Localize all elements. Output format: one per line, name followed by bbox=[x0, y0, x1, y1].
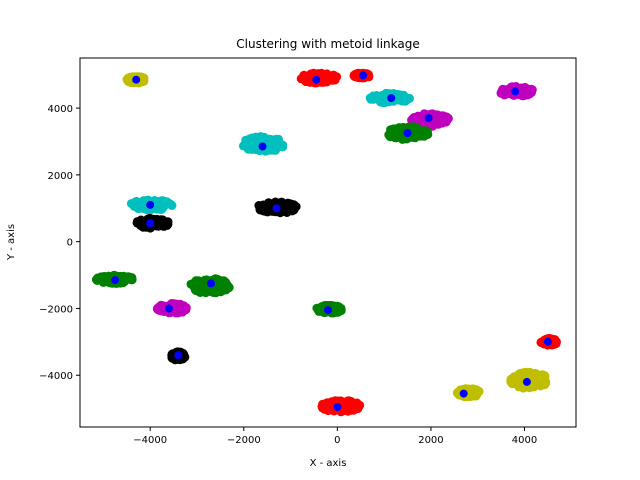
medoid-point bbox=[511, 87, 520, 96]
cluster-point bbox=[173, 308, 183, 318]
cluster-point bbox=[344, 399, 354, 409]
x-ticks: −4000 −2000 0 2000 4000 bbox=[133, 427, 537, 446]
y-ticks: −4000 −2000 0 2000 4000 bbox=[39, 104, 80, 382]
cluster-point bbox=[258, 135, 268, 145]
medoid-point bbox=[312, 75, 321, 84]
medoid-point bbox=[132, 75, 141, 84]
cluster-point bbox=[540, 371, 549, 381]
y-tick-label: −4000 bbox=[39, 371, 73, 382]
cluster-8 bbox=[126, 195, 177, 215]
medoid-point bbox=[459, 389, 468, 398]
y-tick-label: 0 bbox=[67, 238, 73, 249]
y-tick-label: −2000 bbox=[39, 304, 73, 315]
cluster-point bbox=[414, 131, 424, 141]
medoid-point bbox=[174, 351, 183, 360]
cluster-1 bbox=[296, 68, 342, 88]
cluster-point bbox=[334, 302, 344, 312]
cluster-point bbox=[354, 400, 364, 410]
medoid-point bbox=[164, 304, 173, 313]
cluster-10 bbox=[254, 197, 301, 218]
cluster-17 bbox=[452, 384, 484, 402]
cluster-point bbox=[539, 378, 548, 388]
medoid-point bbox=[387, 94, 396, 103]
medoid-point bbox=[324, 306, 332, 315]
cluster-point bbox=[138, 73, 148, 83]
x-tick-label: −2000 bbox=[227, 435, 261, 446]
cluster-point bbox=[129, 198, 139, 208]
cluster-point bbox=[136, 221, 146, 231]
medoid-point bbox=[146, 219, 155, 228]
cluster-point bbox=[138, 197, 148, 207]
cluster-point bbox=[123, 76, 133, 86]
cluster-point bbox=[324, 402, 334, 412]
cluster-point bbox=[518, 383, 528, 393]
x-tick-label: 0 bbox=[334, 435, 340, 446]
cluster-point bbox=[331, 72, 341, 82]
cluster-point bbox=[384, 130, 394, 140]
cluster-point bbox=[512, 378, 522, 388]
cluster-point bbox=[219, 276, 229, 286]
cluster-point bbox=[247, 139, 257, 149]
x-tick-label: 2000 bbox=[418, 435, 443, 446]
cluster-point bbox=[179, 301, 189, 311]
cluster-point bbox=[530, 376, 540, 386]
plot-frame bbox=[79, 57, 577, 428]
cluster-point bbox=[467, 387, 477, 397]
medoid-point bbox=[207, 279, 215, 288]
medoids-layer bbox=[111, 71, 552, 411]
medoid-point bbox=[543, 337, 552, 346]
medoid-point bbox=[146, 200, 155, 209]
cluster-point bbox=[394, 93, 404, 103]
medoid-point bbox=[272, 204, 281, 213]
medoid-point bbox=[258, 142, 267, 151]
cluster-point bbox=[392, 124, 402, 134]
cluster-point bbox=[157, 196, 167, 206]
y-axis-label: Y - axis bbox=[6, 224, 17, 261]
cluster-point bbox=[194, 276, 204, 286]
cluster-14 bbox=[312, 300, 346, 318]
cluster-point bbox=[285, 206, 295, 215]
cluster-point bbox=[162, 219, 172, 229]
cluster-point bbox=[102, 275, 112, 285]
cluster-point bbox=[124, 273, 134, 283]
cluster-point bbox=[375, 93, 385, 103]
medoid-point bbox=[111, 276, 120, 285]
medoid-point bbox=[424, 114, 433, 123]
cluster-point bbox=[299, 71, 309, 81]
y-tick-label: 4000 bbox=[48, 104, 73, 115]
cluster-point bbox=[442, 115, 452, 125]
medoid-point bbox=[522, 377, 531, 386]
cluster-point bbox=[224, 283, 234, 292]
x-tick-label: 4000 bbox=[512, 435, 537, 446]
x-axis-label: X - axis bbox=[310, 458, 347, 469]
medoid-point bbox=[403, 129, 412, 138]
cluster-point bbox=[416, 113, 426, 123]
medoid-point bbox=[333, 403, 342, 411]
medoid-point bbox=[359, 71, 368, 80]
chart-title: Clustering with metoid linkage bbox=[236, 37, 420, 51]
y-tick-label: 2000 bbox=[48, 171, 73, 182]
cluster-point bbox=[157, 204, 167, 214]
cluster-point bbox=[259, 204, 269, 213]
cluster-point bbox=[523, 86, 533, 96]
x-tick-label: −4000 bbox=[133, 435, 167, 446]
cluster-point bbox=[271, 139, 281, 149]
cluster-point bbox=[423, 129, 433, 139]
